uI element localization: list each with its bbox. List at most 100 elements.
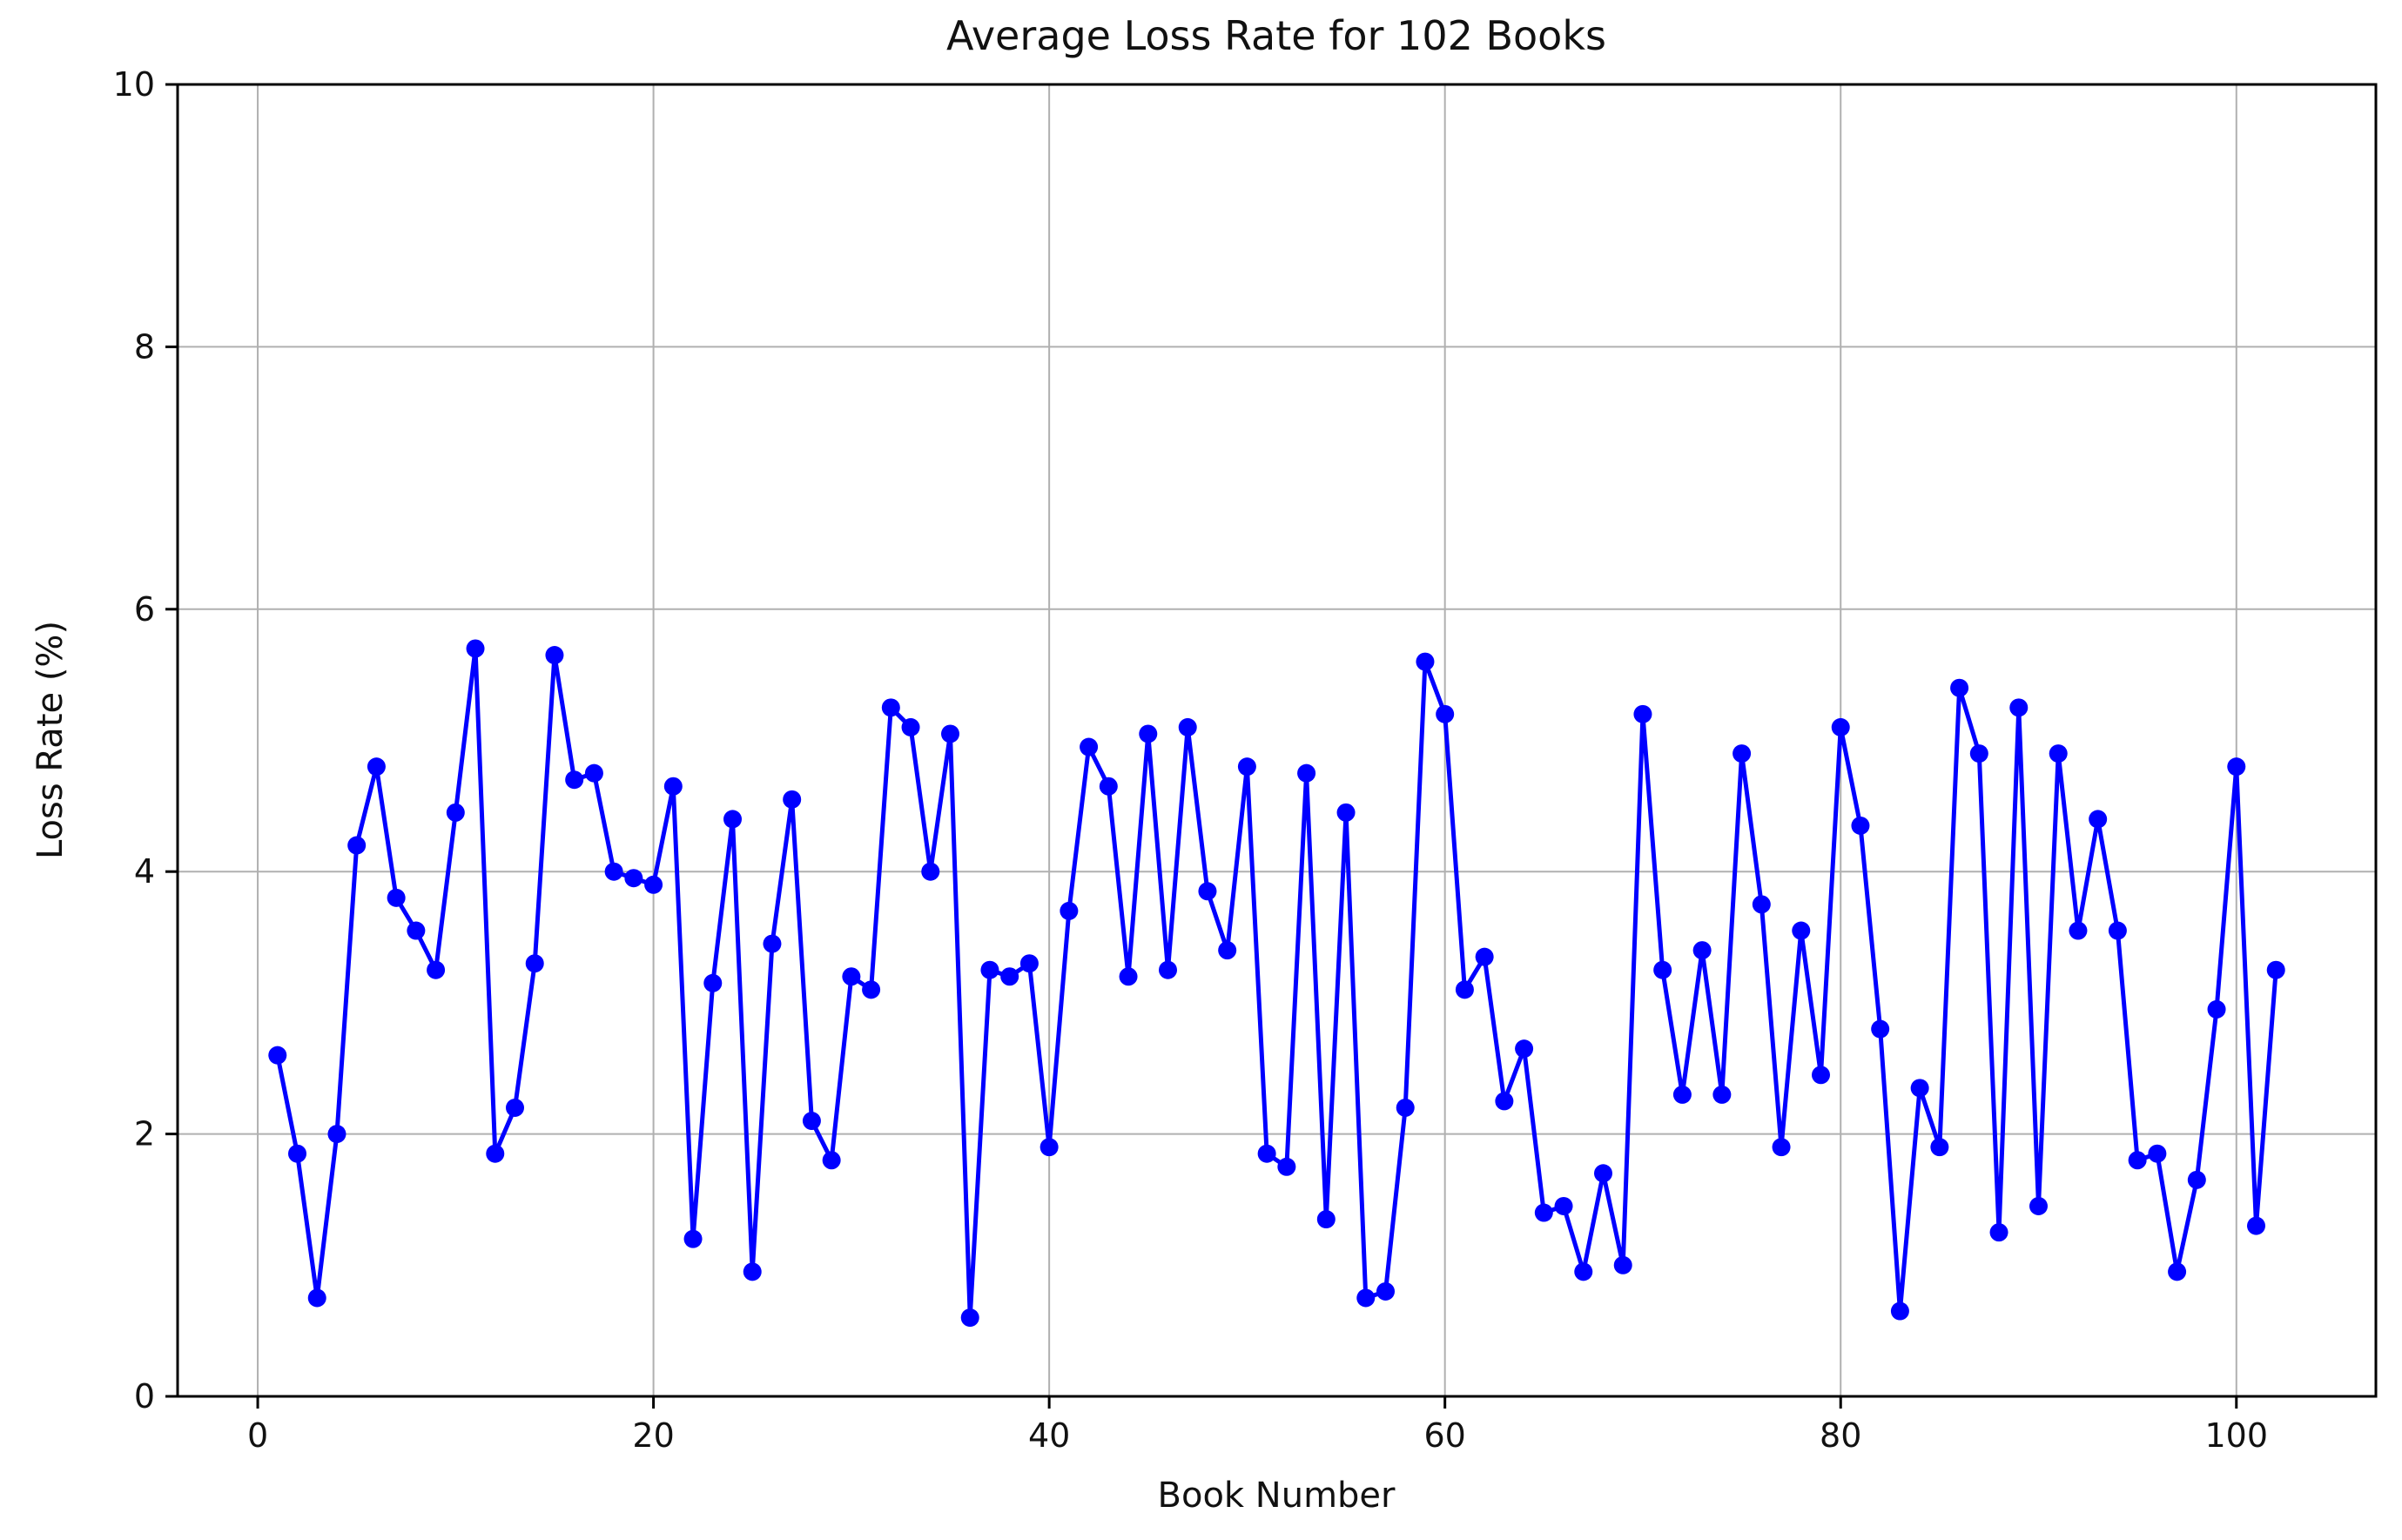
data-point (1139, 724, 1158, 743)
data-point (960, 1308, 979, 1328)
data-point (1910, 1079, 1929, 1098)
data-point (367, 757, 386, 777)
data-point (584, 763, 603, 783)
y-tick-label: 0 (134, 1377, 155, 1416)
data-point (1316, 1210, 1336, 1229)
data-point (881, 698, 900, 717)
data-point (1871, 1019, 1890, 1039)
data-point (842, 967, 861, 986)
data-point (1040, 1138, 1059, 1157)
data-point (2187, 1170, 2206, 1189)
data-point (525, 954, 544, 973)
data-point (1396, 1098, 1415, 1117)
data-point (644, 875, 663, 894)
data-point (1812, 1066, 1830, 1085)
data-point (941, 724, 959, 743)
data-point (1969, 744, 1988, 763)
y-tick-label: 8 (134, 327, 155, 366)
data-point (1277, 1157, 1296, 1176)
x-tick-label: 40 (1028, 1416, 1070, 1455)
data-point (1574, 1262, 1593, 1281)
data-point (1515, 1039, 1534, 1059)
data-point (783, 790, 802, 809)
x-tick-label: 80 (1820, 1416, 1861, 1455)
data-point (1336, 803, 1356, 822)
data-point (1653, 960, 1672, 979)
data-point (307, 1288, 326, 1308)
y-tick-label: 10 (113, 65, 155, 104)
data-point (268, 1046, 287, 1065)
data-point (1416, 652, 1435, 671)
data-point (1554, 1196, 1573, 1215)
data-point (921, 862, 940, 881)
data-point (1376, 1281, 1395, 1301)
x-tick-label: 60 (1424, 1416, 1466, 1455)
data-point (486, 1144, 505, 1163)
data-point (1218, 941, 1237, 960)
data-point (2029, 1196, 2048, 1215)
data-point (822, 1151, 841, 1170)
data-point (1851, 816, 1870, 835)
data-point (2089, 810, 2108, 829)
data-point (545, 646, 564, 665)
data-point (407, 921, 426, 940)
data-point (1099, 777, 1118, 796)
data-point (743, 1262, 762, 1281)
data-point (763, 934, 782, 953)
data-point (1000, 967, 1019, 986)
data-point (663, 777, 683, 796)
data-point (1495, 1092, 1514, 1111)
data-point (1237, 757, 1256, 777)
data-point (347, 836, 367, 855)
data-point (1831, 717, 1850, 736)
y-axis-label: Loss Rate (%) (30, 620, 71, 860)
data-point (723, 810, 742, 829)
data-point (1080, 737, 1099, 757)
data-point (1989, 1223, 2008, 1242)
data-point (1475, 947, 1494, 966)
data-point (1060, 901, 1079, 920)
data-point (2266, 960, 2285, 979)
data-point (1733, 744, 1752, 763)
data-point (1613, 1255, 1632, 1274)
data-point (1672, 1085, 1692, 1104)
data-point (1930, 1138, 1949, 1157)
x-axis-label: Book Number (1157, 1476, 1396, 1516)
data-point (2069, 921, 2088, 940)
data-point (2009, 698, 2029, 717)
data-point (1455, 980, 1474, 999)
data-point (1890, 1301, 1909, 1321)
data-point (1534, 1203, 1553, 1222)
data-point (2108, 921, 2127, 940)
data-point (2227, 757, 2246, 777)
data-point (387, 888, 406, 907)
data-point (703, 973, 723, 992)
y-tick-label: 6 (134, 590, 155, 629)
data-point (1159, 960, 1177, 979)
data-point (2128, 1151, 2147, 1170)
data-point (446, 803, 465, 822)
data-point (1633, 704, 1652, 723)
data-point (1950, 678, 1969, 697)
data-point (1178, 717, 1197, 736)
data-point (683, 1229, 703, 1248)
data-point (1356, 1288, 1376, 1308)
data-point (1198, 882, 1217, 901)
data-point (2168, 1262, 2187, 1281)
data-point (862, 980, 881, 999)
data-point (1692, 941, 1712, 960)
data-point (604, 862, 623, 881)
data-point (1752, 895, 1771, 914)
data-point (466, 639, 485, 658)
data-point (1594, 1164, 1612, 1183)
x-tick-label: 20 (632, 1416, 674, 1455)
data-point (1119, 967, 1138, 986)
data-point (1772, 1138, 1791, 1157)
x-tick-label: 0 (247, 1416, 268, 1455)
y-tick-label: 2 (134, 1115, 155, 1153)
chart-title: Average Loss Rate for 102 Books (946, 12, 1606, 59)
data-point (1436, 704, 1455, 723)
data-point (288, 1144, 306, 1163)
